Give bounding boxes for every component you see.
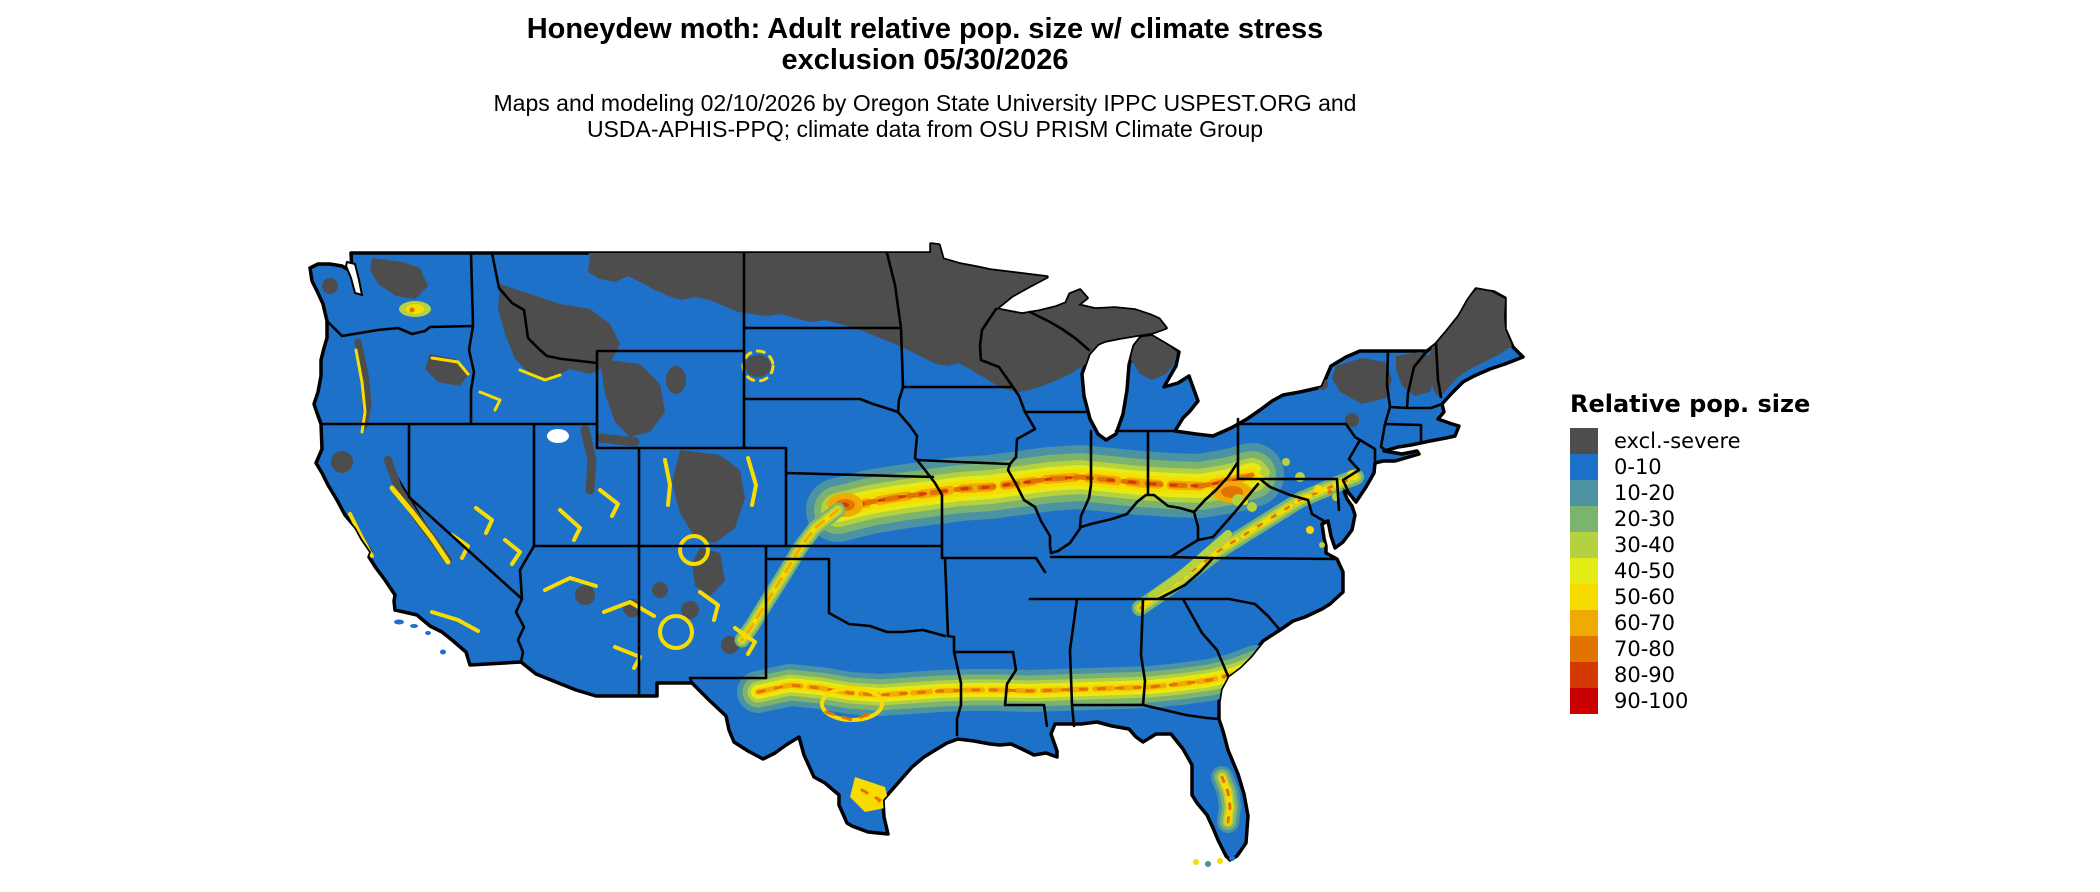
legend-swatch xyxy=(1570,584,1598,610)
legend-title: Relative pop. size xyxy=(1570,390,1811,418)
channel-island xyxy=(410,624,418,628)
florida-keys-dot xyxy=(1205,861,1211,867)
channel-island xyxy=(425,631,431,635)
legend-label: 0-10 xyxy=(1614,455,1662,479)
nm-manzano-gray xyxy=(704,567,720,583)
legend-swatch xyxy=(1570,636,1598,662)
legend-swatch xyxy=(1570,428,1598,454)
legend-label: excl.-severe xyxy=(1614,429,1741,453)
map-subtitle-line2: USDA-APHIS-PPQ; climate data from OSU PR… xyxy=(586,116,1264,142)
idaho-montana-rockies-gray xyxy=(498,284,620,379)
blue-ridge-strip xyxy=(1148,530,1232,600)
legend-item-10-20: 10-20 xyxy=(1570,480,1900,506)
hill-country-orange-arc xyxy=(824,710,878,722)
az-mogollon-gray xyxy=(575,585,595,605)
legend-swatch xyxy=(1570,558,1598,584)
klamath-gray xyxy=(331,451,353,473)
legend-swatch xyxy=(1570,610,1598,636)
raster-layers xyxy=(322,244,1512,833)
appalachian-band xyxy=(1132,469,1364,616)
northern-michigan-gray xyxy=(1131,335,1177,380)
bighorn-gray xyxy=(666,366,686,394)
western-mountain-yellows xyxy=(348,301,775,670)
catskills-gray xyxy=(1345,413,1359,427)
legend: Relative pop. size excl.-severe 0-10 10-… xyxy=(1570,390,1900,714)
legend-swatch xyxy=(1570,688,1598,714)
colorado-rockies-gray xyxy=(672,450,745,543)
state-borders-east xyxy=(978,307,1444,561)
southern-population-band xyxy=(737,645,1277,812)
legend-item-50-60: 50-60 xyxy=(1570,584,1900,610)
olympics-gray xyxy=(322,278,338,294)
north-cascades-gray xyxy=(370,258,428,299)
adirondacks-gray xyxy=(1332,358,1392,404)
nm-black-range-gray xyxy=(681,601,699,619)
blue-mountains-gray xyxy=(425,354,470,386)
state-borders xyxy=(319,251,1444,737)
uinta-gray xyxy=(595,433,640,447)
legend-swatch xyxy=(1570,506,1598,532)
title-block: Honeydew moth: Adult relative pop. size … xyxy=(0,13,1850,143)
legend-label: 50-60 xyxy=(1614,585,1676,609)
florida-keys-dot xyxy=(1193,859,1199,865)
islands xyxy=(394,619,1235,867)
florida-keys-dot xyxy=(1217,858,1223,864)
florida-keys-dot xyxy=(1229,855,1235,861)
wind-river-gray xyxy=(626,387,654,405)
legend-item-excl-severe: excl.-severe xyxy=(1570,428,1900,454)
legend-label: 20-30 xyxy=(1614,507,1676,531)
state-borders-central xyxy=(915,458,1282,737)
legend-item-20-30: 20-30 xyxy=(1570,506,1900,532)
legend-swatch xyxy=(1570,662,1598,688)
legend-label: 90-100 xyxy=(1614,689,1689,713)
black-hills-gray xyxy=(745,355,771,377)
legend-label: 60-70 xyxy=(1614,611,1676,635)
great-salt-lake xyxy=(547,429,569,443)
legend-item-60-70: 60-70 xyxy=(1570,610,1900,636)
legend-item-40-50: 40-50 xyxy=(1570,558,1900,584)
map-title-line2: exclusion 05/30/2026 xyxy=(781,44,1069,76)
legend-swatch xyxy=(1570,532,1598,558)
legend-item-70-80: 70-80 xyxy=(1570,636,1900,662)
channel-island xyxy=(440,649,446,655)
maine-gray xyxy=(1429,288,1512,398)
puget-sound xyxy=(344,260,364,297)
florida-ridge-patch xyxy=(1211,766,1242,833)
nm-gila-gray xyxy=(652,582,668,598)
state-borders-west xyxy=(319,251,1047,698)
south-texas-yellow-patch xyxy=(850,777,890,812)
nm-sacramento-gray xyxy=(721,636,739,654)
wasatch-gray xyxy=(580,425,597,495)
map-title-line1: Honeydew moth: Adult relative pop. size … xyxy=(526,13,1324,45)
south-texas-orange-fleck xyxy=(860,788,882,810)
legend-item-0-10: 0-10 xyxy=(1570,454,1900,480)
legend-label: 70-80 xyxy=(1614,637,1676,661)
legend-item-30-40: 30-40 xyxy=(1570,532,1900,558)
midwest-population-band xyxy=(806,443,1284,542)
legend-item-80-90: 80-90 xyxy=(1570,662,1900,688)
legend-swatch xyxy=(1570,480,1598,506)
channel-island xyxy=(394,619,404,625)
legend-swatch xyxy=(1570,454,1598,480)
legend-label: 80-90 xyxy=(1614,663,1676,687)
map-subtitle-line1: Maps and modeling 02/10/2026 by Oregon S… xyxy=(493,90,1357,116)
legend-label: 30-40 xyxy=(1614,533,1676,557)
new-mexico-streak xyxy=(734,502,846,648)
sierra-foothill-yellow xyxy=(389,485,451,565)
legend-label: 10-20 xyxy=(1614,481,1676,505)
legend-item-90-100: 90-100 xyxy=(1570,688,1900,714)
vt-nh-mountains-gray xyxy=(1396,352,1436,396)
legend-label: 40-50 xyxy=(1614,559,1676,583)
